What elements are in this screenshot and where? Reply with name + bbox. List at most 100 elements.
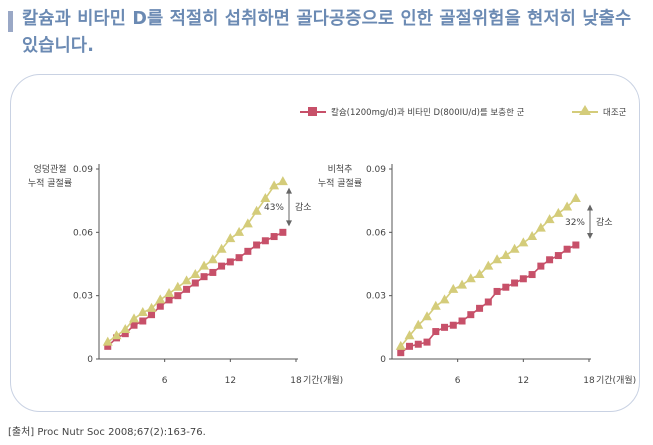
data-point-triangle [242, 218, 253, 228]
legend-item-treatment: 칼슘(1200mg/d)과 비타민 D(800IU/d)를 보충한 군 [300, 106, 524, 118]
data-point-square [261, 237, 269, 245]
legend-control-line [572, 105, 598, 115]
data-point-triangle [570, 193, 581, 203]
data-point-square [449, 321, 457, 329]
data-point-triangle [448, 283, 459, 293]
data-point-triangle [190, 269, 201, 279]
data-point-square [174, 292, 182, 300]
data-point-triangle [413, 319, 424, 329]
data-point-square [130, 321, 138, 329]
data-point-triangle [422, 311, 433, 321]
reduction-arrow-head-up [286, 187, 292, 194]
y-tick-label: 0.09 [366, 165, 386, 175]
page-headline: 칼슘과 비타민 D를 적절히 섭취하면 골다공증으로 인한 골절위험을 현저히 … [22, 9, 632, 56]
y-tick-label: 0 [87, 355, 93, 365]
data-point-square [191, 279, 199, 287]
data-point-triangle [439, 294, 450, 304]
data-point-square [156, 302, 164, 310]
data-point-triangle [474, 269, 485, 279]
data-point-triangle [395, 340, 406, 350]
data-point-triangle [260, 193, 271, 203]
data-point-triangle [199, 260, 210, 270]
data-point-triangle [181, 275, 192, 285]
data-point-square [209, 268, 217, 276]
data-point-square [200, 273, 208, 281]
data-point-triangle [457, 279, 468, 289]
data-point-triangle [562, 201, 573, 211]
data-point-square [183, 285, 191, 293]
data-point-square [528, 271, 536, 279]
data-point-square [235, 254, 243, 262]
data-point-triangle [535, 222, 546, 232]
x-axis-label: 기간(개월) [596, 374, 636, 386]
headline-accent-bar [8, 11, 13, 32]
data-point-triangle [518, 237, 529, 247]
reduction-arrow-head-down [286, 220, 292, 227]
reduction-word-label: 감소 [596, 216, 613, 228]
data-point-triangle [553, 207, 564, 217]
data-point-square [414, 340, 422, 348]
data-point-triangle [225, 233, 236, 243]
data-point-triangle [102, 336, 113, 346]
reduction-arrow-head-up [587, 204, 593, 211]
data-point-square [432, 328, 440, 336]
data-point-triangle [207, 254, 218, 264]
data-point-triangle [492, 254, 503, 264]
data-point-square [253, 241, 261, 249]
data-point-square [279, 228, 287, 236]
data-point-square [476, 304, 484, 312]
y-axis-label: 비척추 [328, 164, 353, 175]
data-point-triangle [234, 226, 245, 236]
data-point-square [226, 258, 234, 266]
data-point-square [397, 349, 405, 357]
data-point-square [139, 317, 147, 325]
x-tick-label: 18 [583, 376, 595, 386]
y-tick-label: 0.03 [366, 292, 386, 302]
legend-triangle-marker [579, 105, 591, 115]
data-point-square [467, 311, 475, 319]
data-point-triangle [404, 330, 415, 340]
data-point-square [104, 342, 112, 350]
reduction-word-label: 감소 [295, 201, 312, 213]
data-point-square [563, 245, 571, 253]
data-point-square [502, 283, 510, 291]
legend-treatment-line [300, 107, 326, 116]
data-point-triangle [172, 281, 183, 291]
y-axis-label: 엉덩관절 [33, 163, 66, 175]
reduction-percent-label: 43% [264, 203, 284, 213]
data-point-square [493, 287, 501, 295]
source-citation: [출처] Proc Nutr Soc 2008;67(2):163-76. [8, 427, 206, 438]
x-tick-label: 6 [455, 376, 461, 386]
y-tick-label: 0.09 [73, 165, 93, 175]
y-tick-label: 0.03 [73, 292, 93, 302]
legend-treatment-label: 칼슘(1200mg/d)과 비타민 D(800IU/d)를 보충한 군 [331, 108, 525, 118]
data-point-triangle [500, 250, 511, 260]
data-point-triangle [465, 273, 476, 283]
data-point-square [441, 323, 449, 331]
x-tick-label: 12 [518, 376, 529, 386]
data-point-square [406, 342, 414, 350]
legend-square-marker [308, 107, 317, 116]
data-point-triangle [216, 243, 227, 253]
data-point-square [519, 275, 527, 283]
data-point-square [554, 252, 562, 260]
data-point-triangle [527, 231, 538, 241]
data-point-triangle [269, 180, 280, 190]
x-tick-label: 18 [290, 376, 302, 386]
y-tick-label: 0.06 [73, 228, 93, 238]
chart-panel [10, 74, 640, 412]
y-axis-label: 누적 골절률 [318, 177, 362, 189]
x-axis-label: 기간(개월) [303, 374, 343, 386]
data-point-triangle [509, 243, 520, 253]
data-point-square [546, 256, 554, 264]
data-point-triangle [111, 330, 122, 340]
x-tick-label: 12 [225, 376, 236, 386]
y-tick-label: 0.06 [366, 228, 386, 238]
data-point-triangle [483, 260, 494, 270]
data-point-square [148, 311, 156, 319]
legend: 칼슘(1200mg/d)과 비타민 D(800IU/d)를 보충한 군 대조군 [300, 105, 640, 124]
data-point-triangle [155, 294, 166, 304]
data-point-square [511, 279, 519, 287]
data-point-triangle [164, 288, 175, 298]
